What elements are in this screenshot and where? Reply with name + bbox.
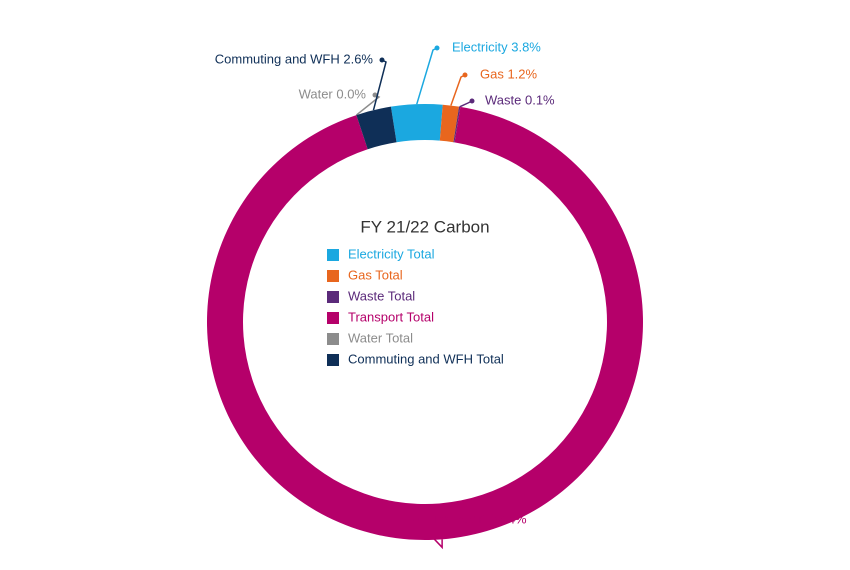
data-label: Commuting and WFH 2.6% [215,51,374,66]
legend-swatch [327,333,339,345]
data-label: Waste 0.1% [485,92,555,107]
legend-label: Gas Total [348,267,403,282]
data-label: Transport 92.4% [431,511,527,526]
leader-dot [462,72,468,78]
legend-label: Electricity Total [348,246,435,261]
legend-label: Water Total [348,330,413,345]
legend-swatch [327,354,339,366]
leader-line [372,59,387,111]
legend-swatch [327,270,339,282]
slice [439,104,460,143]
data-label: Electricity 3.8% [452,39,541,54]
leader-dot [434,45,440,51]
slice [390,103,443,143]
leader-line [416,47,438,105]
legend-label: Transport Total [348,309,434,324]
leader-line [415,519,443,550]
legend-swatch [327,312,339,324]
legend-swatch [327,291,339,303]
legend-label: Waste Total [348,288,415,303]
leader-dot [372,92,378,98]
slice [453,106,461,143]
data-label: Gas 1.2% [480,66,538,81]
legend-swatch [327,249,339,261]
chart-title: FY 21/22 Carbon [360,217,489,236]
data-label: Water 0.0% [299,86,367,101]
slice [356,106,397,150]
leader-line [450,74,466,106]
legend-label: Commuting and WFH Total [348,351,504,366]
leader-dot [379,57,385,63]
leader-dot [413,517,419,523]
leader-dot [469,98,475,104]
